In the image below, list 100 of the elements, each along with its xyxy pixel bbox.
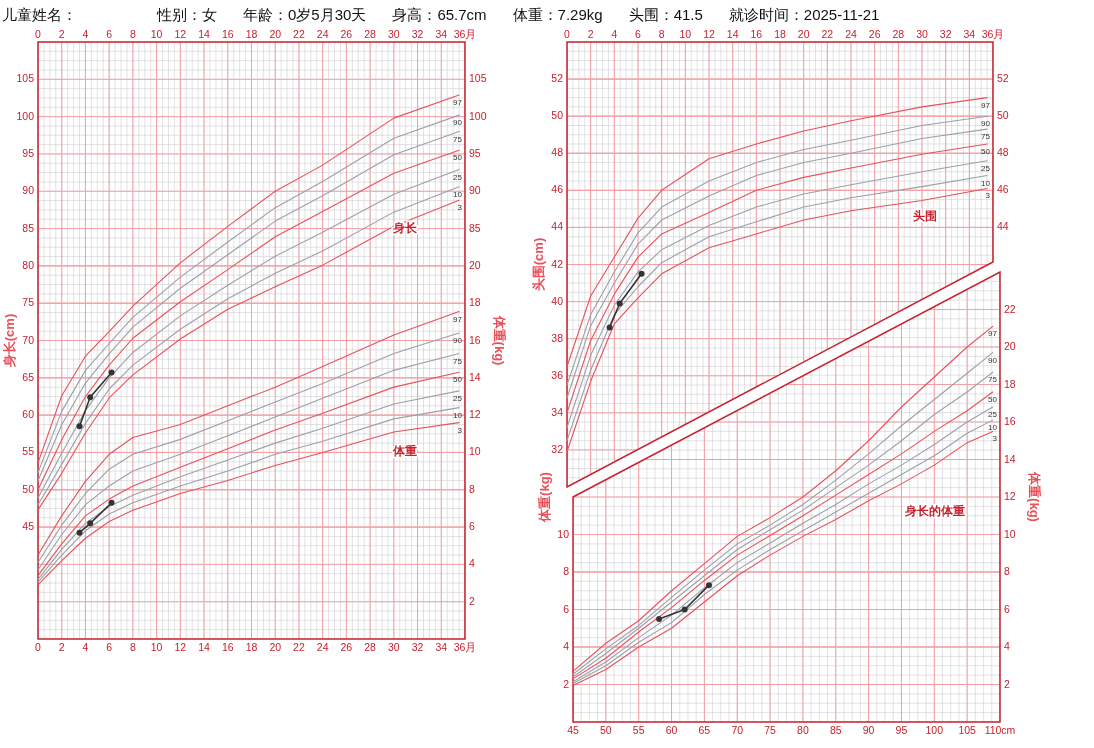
y-tick-label: 105 (16, 72, 35, 85)
y2-tick-label: 18 (1004, 377, 1016, 390)
y3-tick-label: 95 (469, 146, 481, 159)
x-tick-label: 65 (698, 724, 711, 736)
x2-tick-label: 34 (435, 28, 448, 40)
series-label: 3 (457, 425, 463, 435)
x2-tick-label: 2 (58, 28, 65, 40)
x2-tick-label: 0 (564, 28, 571, 40)
x-tick-label: 12 (174, 641, 187, 653)
x-tick-label: 30 (387, 641, 400, 653)
text: 体重：7.29kg (512, 6, 603, 23)
annotation: 体重 (392, 444, 417, 458)
x2-tick-label: 28 (364, 28, 377, 40)
x-tick-label: 18 (245, 641, 258, 653)
series-label: 97 (981, 100, 991, 110)
x-tick-label: 60 (665, 724, 678, 736)
y2-tick-label: 8 (1004, 565, 1010, 577)
y3-tick-label: 85 (469, 221, 481, 234)
series-label: 3 (985, 191, 991, 201)
y-tick-label: 8 (563, 565, 570, 577)
x2-tick-label: 20 (797, 28, 810, 40)
series-label: 3 (992, 434, 998, 444)
y-tick-label: 46 (551, 183, 564, 196)
y-tick-label: 45 (22, 520, 35, 533)
series-label: 10 (981, 178, 991, 188)
y2-tick-label: 16 (1004, 415, 1016, 427)
series-label: 50 (453, 375, 463, 385)
y3-tick-label: 105 (469, 72, 487, 85)
x-tick-label: 10 (150, 641, 163, 653)
y-tick-label: 32 (551, 442, 564, 455)
y3-tick-label: 90 (469, 184, 481, 197)
x2-tick-label: 14 (198, 28, 211, 40)
x2-tick-label: 4 (611, 28, 618, 40)
y-tick-label: 36 (551, 368, 564, 381)
series-label: 75 (453, 356, 463, 366)
text: 年龄：0岁5月30天 (243, 6, 367, 23)
y2-tick-label: 6 (1004, 602, 1010, 615)
series-label: 90 (453, 118, 463, 128)
text: 儿童姓名： (2, 6, 77, 23)
x-tick-label: 105 (958, 724, 977, 736)
x2-tick-label: 22 (293, 28, 305, 40)
x2-tick-label: 18 (245, 28, 258, 40)
y-tick-label: 44 (551, 220, 564, 233)
y-tick-label: 65 (22, 370, 35, 383)
x2-tick-label: 18 (774, 28, 786, 40)
y-axis-title: 身长(cm) (2, 313, 17, 369)
x2-tick-label: 30 (387, 28, 400, 40)
x2-tick-label: 26 (868, 28, 881, 40)
x-tick-label: 55 (632, 724, 645, 736)
series-label: 10 (988, 423, 998, 433)
y2-tick-label: 10 (469, 445, 481, 458)
series-label: 50 (981, 146, 991, 156)
y-tick-label: 34 (551, 405, 564, 418)
x2-tick-label: 32 (939, 28, 952, 40)
y-tick-label: 50 (551, 109, 564, 122)
series-label: 97 (988, 329, 998, 339)
x2-tick-label: 24 (845, 28, 857, 40)
y-tick-label: 40 (551, 294, 564, 307)
x-tick-label: 26 (340, 641, 353, 653)
series-label: 90 (981, 119, 991, 129)
series-label: 25 (981, 163, 991, 173)
y-tick-label: 70 (22, 333, 35, 346)
x2-tick-label: 24 (316, 28, 329, 40)
x-tick-label: 90 (862, 724, 875, 736)
x2-tick-label: 30 (916, 28, 928, 40)
y2-tick-label: 2 (1004, 677, 1010, 690)
y2-tick-label: 4 (469, 557, 475, 570)
x-tick-label: 50 (600, 724, 612, 736)
x2-tick-label: 10 (150, 28, 163, 40)
x-tick-label: 95 (895, 724, 908, 736)
x2-tick-label: 32 (411, 28, 424, 40)
x-tick-label: 110cm (984, 724, 1016, 736)
x-tick-label: 70 (731, 724, 744, 736)
y2-tick-label: 46 (997, 183, 1009, 196)
y-tick-label: 95 (22, 146, 35, 159)
x2-tick-label: 22 (821, 28, 834, 40)
y2-tick-label: 20 (1004, 340, 1016, 352)
x-tick-label: 2 (58, 641, 65, 653)
y-tick-label: 80 (22, 258, 35, 271)
y2-tick-label: 44 (997, 220, 1009, 233)
x2-tick-label: 16 (221, 28, 234, 40)
x2-tick-label: 8 (658, 28, 665, 40)
text: 身高：65.7cm (392, 6, 487, 23)
x2-tick-label: 6 (106, 28, 113, 40)
x2-tick-label: 6 (635, 28, 642, 40)
series-label: 50 (988, 395, 998, 404)
series-label: 50 (453, 153, 463, 163)
y-tick-label: 2 (563, 677, 570, 690)
series-label: 75 (453, 134, 463, 144)
series-label: 97 (453, 97, 463, 107)
annotation: 身长 (392, 221, 418, 235)
y-tick-label: 6 (563, 602, 570, 615)
x2-tick-label: 8 (129, 28, 136, 40)
x-tick-label: 34 (435, 641, 448, 653)
x2-tick-label: 2 (587, 28, 594, 40)
text: 就诊时间：2025-11-21 (728, 6, 880, 23)
annotation: 身长的体重 (904, 504, 965, 518)
series-label: 10 (453, 410, 463, 420)
y2-tick-label: 18 (469, 296, 481, 309)
text: 性别：女 (156, 6, 217, 23)
